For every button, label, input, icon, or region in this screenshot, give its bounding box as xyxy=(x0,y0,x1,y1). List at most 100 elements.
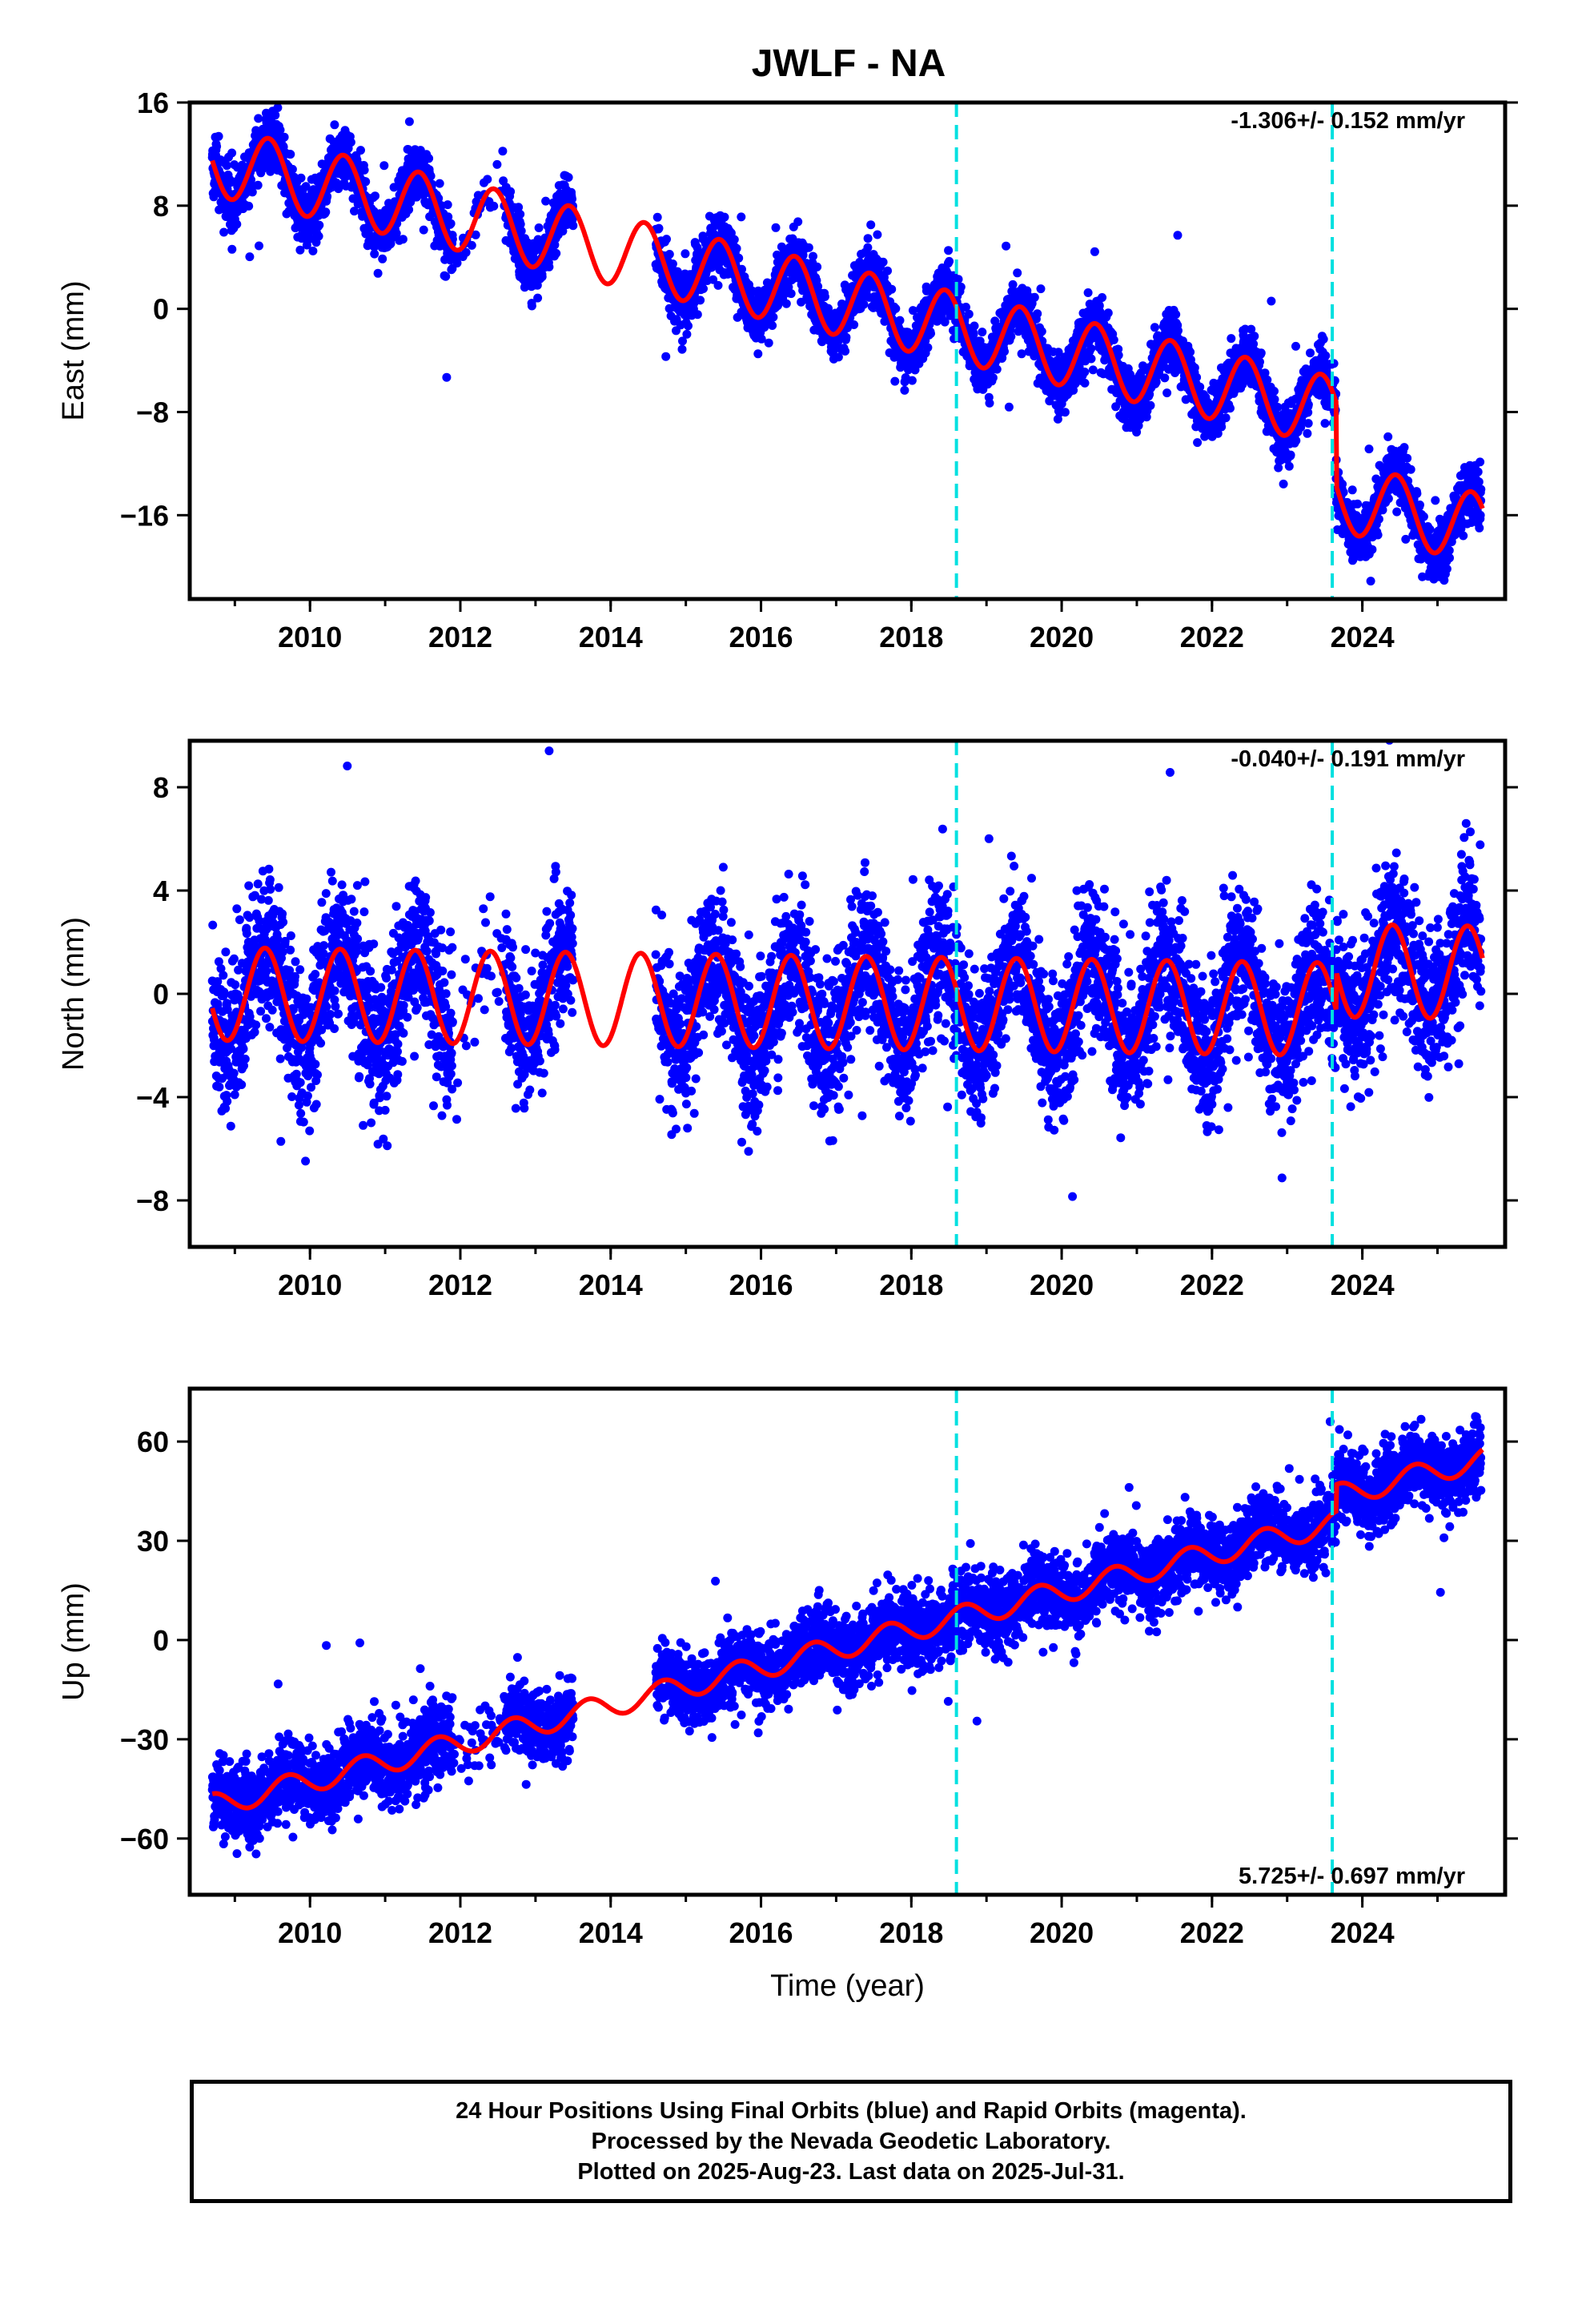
data-point xyxy=(863,234,873,243)
data-point xyxy=(498,147,508,156)
data-point xyxy=(665,250,674,259)
data-point xyxy=(1086,354,1096,364)
data-point xyxy=(1114,351,1123,360)
data-point xyxy=(964,309,974,319)
data-point xyxy=(534,223,544,232)
data-point xyxy=(552,248,561,258)
data-point xyxy=(227,244,237,254)
data-point xyxy=(1279,479,1288,489)
data-point xyxy=(356,146,365,155)
data-point xyxy=(1306,348,1315,358)
data-point xyxy=(527,301,536,311)
data-point xyxy=(820,292,829,301)
data-point xyxy=(1150,323,1159,332)
data-point xyxy=(668,259,677,268)
data-point xyxy=(506,187,516,196)
data-point xyxy=(696,296,705,305)
data-point xyxy=(516,210,525,219)
data-point xyxy=(1227,334,1236,344)
data-point xyxy=(398,235,408,244)
data-point xyxy=(1320,419,1330,428)
data-point xyxy=(1250,332,1259,341)
data-point xyxy=(314,231,323,241)
data-point xyxy=(1321,351,1331,360)
figure-title: JWLF - NA xyxy=(752,42,946,85)
data-point xyxy=(404,205,414,215)
data-point xyxy=(693,310,702,320)
data-point xyxy=(1008,279,1018,289)
data-point xyxy=(863,243,873,252)
data-point xyxy=(833,352,843,362)
data-point xyxy=(1173,231,1182,240)
data-point xyxy=(1267,296,1276,306)
data-point xyxy=(891,304,901,313)
data-point xyxy=(1364,444,1374,454)
data-point xyxy=(255,241,263,251)
data-point xyxy=(275,125,285,135)
data-point xyxy=(1006,332,1016,341)
data-point xyxy=(769,312,778,322)
data-point xyxy=(391,228,401,238)
data-point xyxy=(1256,348,1266,358)
data-point xyxy=(1090,247,1099,256)
data-point xyxy=(908,306,917,316)
data-point xyxy=(287,164,297,174)
data-point xyxy=(768,321,777,330)
data-point xyxy=(985,398,994,408)
data-point xyxy=(883,266,892,275)
data-point xyxy=(709,275,718,284)
data-point xyxy=(346,138,355,147)
data-point xyxy=(516,226,526,235)
data-point xyxy=(1160,373,1170,383)
data-point xyxy=(1002,241,1011,251)
data-points xyxy=(207,80,1486,586)
data-point xyxy=(558,227,568,236)
data-point xyxy=(537,272,547,282)
data-point xyxy=(923,343,933,352)
data-point xyxy=(1221,413,1231,423)
data-point xyxy=(895,316,905,325)
data-point xyxy=(970,321,979,331)
data-point xyxy=(682,329,692,339)
data-point xyxy=(232,219,242,229)
data-point xyxy=(1036,284,1046,294)
data-point xyxy=(516,219,525,229)
data-point xyxy=(734,253,744,263)
data-point xyxy=(350,207,359,216)
data-point xyxy=(887,284,897,294)
data-point xyxy=(866,220,876,230)
data-point xyxy=(1347,485,1357,495)
data-point xyxy=(1030,292,1039,302)
data-point xyxy=(245,252,255,262)
data-point xyxy=(257,80,266,89)
data-point xyxy=(1186,348,1195,357)
data-point xyxy=(978,328,987,337)
data-point xyxy=(992,364,1002,374)
data-point xyxy=(212,142,222,151)
data-point xyxy=(1226,404,1235,413)
data-point xyxy=(467,240,476,250)
data-point xyxy=(764,338,773,348)
data-point xyxy=(1033,309,1042,319)
data-point xyxy=(471,230,480,239)
data-point xyxy=(461,247,471,257)
data-point xyxy=(786,289,796,299)
data-point xyxy=(753,349,763,359)
data-point xyxy=(435,179,444,188)
data-point xyxy=(1013,268,1022,278)
data-point xyxy=(771,223,781,232)
data-point xyxy=(214,131,223,141)
data-point xyxy=(729,235,739,244)
data-point xyxy=(254,114,263,123)
data-point xyxy=(222,161,231,171)
data-point xyxy=(419,225,428,235)
data-point xyxy=(370,249,379,259)
data-point xyxy=(907,376,917,385)
data-point xyxy=(1303,419,1313,428)
data-point xyxy=(1004,402,1014,412)
data-point xyxy=(684,321,693,331)
data-point xyxy=(426,171,436,181)
data-point xyxy=(841,347,850,356)
data-point xyxy=(849,320,859,329)
data-point xyxy=(359,165,369,175)
